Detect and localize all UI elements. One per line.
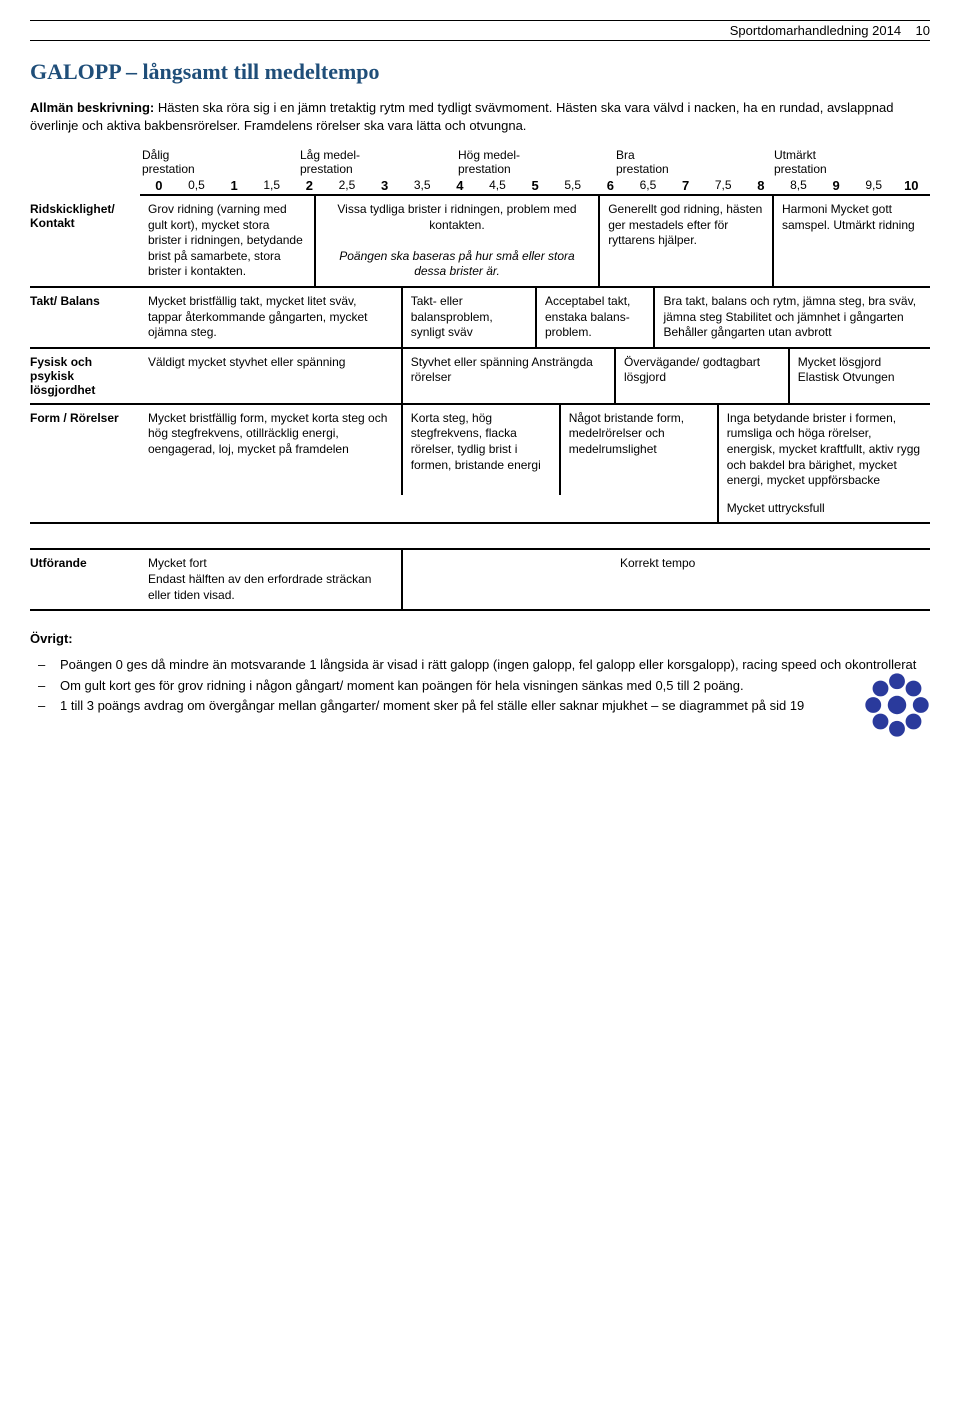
scale-label-lag: Låg medel- prestation — [298, 148, 456, 176]
page-header: Sportdomarhandledning 2014 10 — [30, 20, 930, 41]
scale-number: 3 — [366, 178, 404, 193]
page-number: 10 — [916, 23, 930, 38]
scale-numbers-row: 00,511,522,533,544,555,566,577,588,599,5… — [30, 176, 930, 196]
ovrigt-list: Poängen 0 ges då mindre än motsvarande 1… — [30, 656, 930, 715]
scale-number: 3,5 — [403, 178, 441, 193]
scale-number: 0 — [140, 178, 178, 193]
rubric-row-ridskicklighet: Ridskicklighet/ Kontakt Grov ridning (va… — [30, 196, 930, 288]
page-title: GALOPP – långsamt till medeltempo — [30, 59, 930, 85]
list-item: 1 till 3 poängs avdrag om övergångar mel… — [60, 697, 930, 715]
scale-number: 5,5 — [554, 178, 592, 193]
scale-number: 9 — [817, 178, 855, 193]
scale-number: 1,5 — [253, 178, 291, 193]
doc-title: Sportdomarhandledning 2014 — [730, 23, 901, 38]
scale-number: 6,5 — [629, 178, 667, 193]
rubric-cell-empty — [401, 550, 614, 609]
row-label: Utförande — [30, 550, 140, 609]
scale-number: 1 — [215, 178, 253, 193]
scale-label-hog: Hög medel- prestation — [456, 148, 614, 176]
rubric-cell: Grov ridning (varning med gult kort), my… — [140, 196, 314, 286]
intro-label: Allmän beskrivning: — [30, 100, 154, 115]
intro-paragraph: Allmän beskrivning: Hästen ska röra sig … — [30, 99, 930, 134]
rubric-cell: Övervägande/ godtagbart lösgjord — [614, 349, 788, 403]
rubric-cell: Mycket bristfällig takt, mycket litet sv… — [140, 288, 401, 347]
scale-number: 4 — [441, 178, 479, 193]
row-label: Form / Rörelser — [30, 405, 140, 495]
rubric-row-losgjordhet: Fysisk och psykisk lösgjordhet Väldigt m… — [30, 349, 930, 405]
scale-number: 9,5 — [855, 178, 893, 193]
rubric-cell: Korta steg, hög stegfrekvens, flacka rör… — [401, 405, 559, 495]
list-item: Poängen 0 ges då mindre än motsvarande 1… — [60, 656, 930, 674]
ovrigt-heading: Övrigt: — [30, 631, 930, 646]
rubric-cell: Generellt god ridning, hästen ger mestad… — [598, 196, 772, 286]
rubric-cell: Inga betydande brister i formen, rumslig… — [717, 405, 930, 495]
scale-number: 7,5 — [704, 178, 742, 193]
rubric-row-form-extra: Mycket uttrycksfull — [30, 495, 930, 525]
rubric-cell: Något bristande form, medelrörelser och … — [559, 405, 717, 495]
scale-number: 7 — [667, 178, 705, 193]
scale-number: 2 — [291, 178, 329, 193]
federation-logo-icon — [864, 672, 930, 738]
scale-label-utmarkt: Utmärkt prestation — [772, 148, 930, 176]
rubric-row-form: Form / Rörelser Mycket bristfällig form,… — [30, 405, 930, 495]
scale-number: 8,5 — [780, 178, 818, 193]
scale-number: 4,5 — [479, 178, 517, 193]
scale-label-bra: Bra prestation — [614, 148, 772, 176]
scale-number: 6 — [592, 178, 630, 193]
rubric-cell: Styvhet eller spänning Ansträngda rörels… — [401, 349, 614, 403]
scale-number: 8 — [742, 178, 780, 193]
rubric-cell: Mycket fort Endast hälften av den erford… — [140, 550, 401, 609]
rubric-cell: Mycket uttrycksfull — [717, 495, 930, 523]
list-item: Om gult kort ges för grov ridning i någo… — [60, 677, 930, 695]
rubric-cell: Harmoni Mycket gott samspel. Utmärkt rid… — [772, 196, 930, 286]
rubric-cell: Mycket bristfällig form, mycket korta st… — [140, 405, 401, 495]
row-label: Ridskicklighet/ Kontakt — [30, 196, 140, 286]
rubric-cell-empty — [140, 495, 717, 523]
scale-number: 2,5 — [328, 178, 366, 193]
row-label: Takt/ Balans — [30, 288, 140, 347]
rubric-row-utforande: Utförande Mycket fort Endast hälften av … — [30, 548, 930, 611]
rubric-cell: Väldigt mycket styvhet eller spänning — [140, 349, 401, 403]
intro-text: Hästen ska röra sig i en jämn tretaktig … — [30, 100, 893, 133]
scale-header-labels: Dålig prestation Låg medel- prestation H… — [30, 148, 930, 176]
rubric-cell: Mycket lösgjord Elastisk Otvungen — [788, 349, 930, 403]
rubric-row-takt: Takt/ Balans Mycket bristfällig takt, my… — [30, 288, 930, 349]
scale-number: 10 — [893, 178, 931, 193]
rubric-cell: Takt- eller balansproblem, synligt sväv — [401, 288, 535, 347]
rubric-cell: Bra takt, balans och rytm, jämna steg, b… — [653, 288, 930, 347]
scale-number: 0,5 — [178, 178, 216, 193]
row-label: Fysisk och psykisk lösgjordhet — [30, 349, 140, 403]
scale-number: 5 — [516, 178, 554, 193]
rubric-cell: Acceptabel takt, enstaka balans-problem. — [535, 288, 654, 347]
rubric-cell: Korrekt tempo — [614, 550, 930, 609]
rubric-cell: Vissa tydliga brister i ridningen, probl… — [314, 196, 598, 286]
scale-label-dalig: Dålig prestation — [140, 148, 298, 176]
